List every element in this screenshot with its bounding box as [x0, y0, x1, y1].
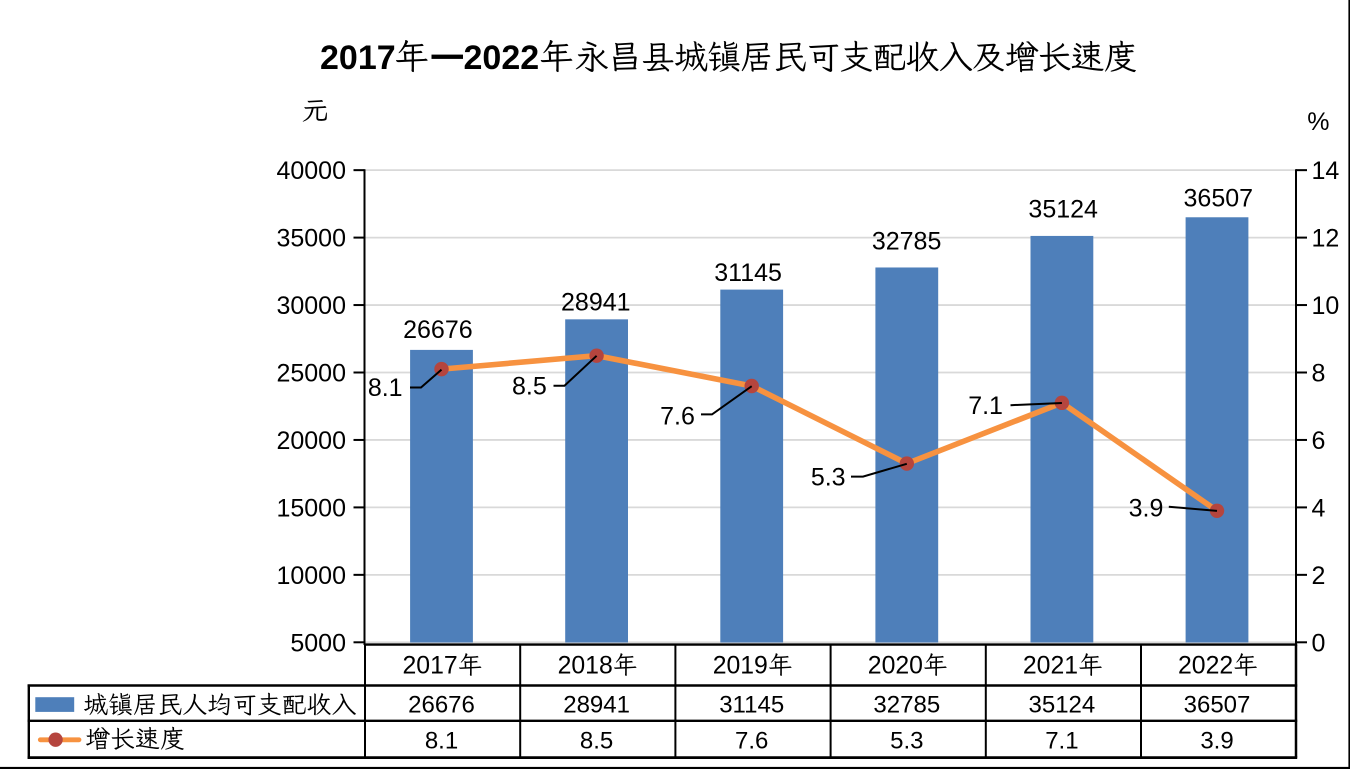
svg-text:7.6: 7.6 [660, 403, 695, 431]
svg-text:2: 2 [1312, 562, 1326, 590]
svg-text:20000: 20000 [276, 427, 346, 455]
svg-text:10: 10 [1312, 292, 1340, 320]
svg-text:31145: 31145 [719, 691, 784, 718]
svg-text:35124: 35124 [1029, 691, 1096, 718]
svg-text:7.1: 7.1 [1045, 728, 1078, 755]
svg-text:8.5: 8.5 [580, 728, 613, 755]
svg-text:32785: 32785 [873, 691, 940, 718]
svg-text:8.1: 8.1 [368, 374, 403, 402]
svg-text:12: 12 [1312, 225, 1340, 253]
svg-text:2017: 2017 [403, 653, 458, 680]
svg-text:36507: 36507 [1184, 185, 1254, 213]
svg-text:40000: 40000 [276, 157, 346, 185]
svg-text:5.3: 5.3 [890, 728, 923, 755]
svg-text:28941: 28941 [563, 691, 630, 718]
svg-text:8.1: 8.1 [425, 728, 458, 755]
svg-text:26676: 26676 [408, 691, 475, 718]
svg-text:15000: 15000 [276, 494, 346, 522]
svg-text:31145: 31145 [714, 259, 782, 287]
svg-text:8.5: 8.5 [512, 373, 547, 401]
svg-text:32785: 32785 [872, 228, 942, 256]
svg-text:5000: 5000 [290, 629, 346, 657]
svg-text:30000: 30000 [276, 292, 346, 320]
svg-text:8: 8 [1312, 360, 1326, 388]
svg-text:6: 6 [1312, 427, 1326, 455]
svg-text:2020: 2020 [868, 653, 923, 680]
svg-text:35000: 35000 [276, 225, 346, 253]
svg-text:7.6: 7.6 [735, 728, 768, 755]
svg-text:10000: 10000 [276, 562, 346, 590]
svg-text:0: 0 [1312, 629, 1326, 657]
svg-text:2022: 2022 [464, 39, 540, 77]
svg-text:%: % [1307, 108, 1329, 136]
svg-text:7.1: 7.1 [968, 392, 1003, 420]
svg-text:25000: 25000 [276, 360, 346, 388]
svg-text:28941: 28941 [561, 289, 631, 317]
svg-text:35124: 35124 [1028, 196, 1098, 224]
svg-text:2017: 2017 [320, 39, 396, 77]
svg-text:2018: 2018 [558, 653, 613, 680]
svg-text:3.9: 3.9 [1200, 728, 1233, 755]
svg-text:4: 4 [1312, 494, 1326, 522]
svg-text:2021: 2021 [1023, 653, 1078, 680]
svg-text:5.3: 5.3 [811, 464, 846, 492]
svg-text:14: 14 [1312, 157, 1340, 185]
svg-text:3.9: 3.9 [1129, 494, 1164, 522]
svg-text:36507: 36507 [1184, 691, 1251, 718]
svg-text:26676: 26676 [403, 316, 473, 344]
svg-text:2022: 2022 [1178, 653, 1233, 680]
svg-text:2019: 2019 [713, 653, 768, 680]
